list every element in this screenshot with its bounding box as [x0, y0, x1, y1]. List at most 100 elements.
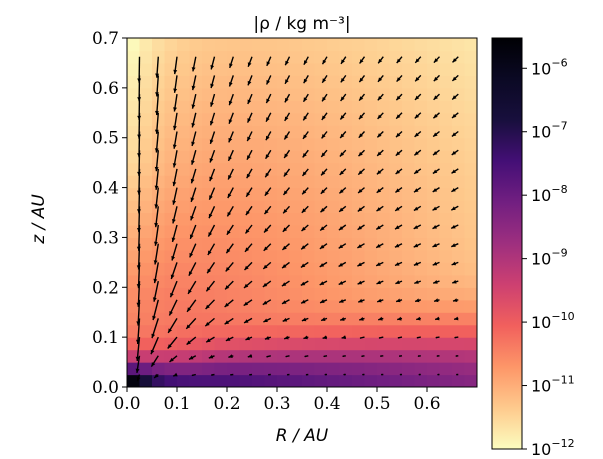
heatmap-cell — [314, 237, 328, 251]
heatmap-cell — [364, 75, 378, 89]
heatmap-cell — [289, 125, 303, 139]
heatmap-cell — [177, 62, 191, 76]
quiver-arrow — [245, 187, 253, 198]
heatmap-cell — [414, 100, 428, 114]
quiver-arrow — [377, 93, 384, 101]
quiver-arrow — [243, 299, 253, 307]
heatmap-cell — [139, 87, 153, 101]
heatmap-cell — [427, 137, 441, 151]
heatmap-cell — [302, 112, 316, 126]
heatmap-cell — [239, 299, 253, 313]
quiver-arrow — [394, 205, 403, 212]
y-tick-label: 0.6 — [92, 79, 119, 99]
heatmap-cell — [264, 287, 278, 301]
heatmap-cell — [214, 262, 228, 276]
heatmap-cell — [464, 75, 477, 89]
heatmap-cell — [139, 187, 153, 201]
heatmap-cell — [139, 100, 153, 114]
heatmap-cell — [189, 224, 203, 239]
heatmap-cell — [239, 38, 253, 52]
heatmap-cell — [264, 324, 278, 338]
heatmap-cell — [414, 249, 428, 263]
quiver-arrow — [357, 243, 365, 249]
colorbar-tick-label: 10−9 — [531, 247, 568, 269]
heatmap-cell — [427, 374, 441, 387]
heatmap-cell — [464, 337, 477, 351]
heatmap-cell — [139, 137, 153, 151]
quiver-arrow — [380, 355, 384, 357]
velocity-quiver — [135, 56, 459, 382]
quiver-arrow — [281, 299, 290, 305]
heatmap-cell — [277, 125, 291, 139]
x-tick: 0.2 — [213, 387, 241, 414]
heatmap-cell — [277, 324, 291, 338]
quiver-arrow — [434, 316, 440, 321]
heatmap-cell — [314, 274, 328, 288]
heatmap-cell — [139, 162, 153, 176]
heatmap-cell — [327, 262, 341, 276]
x-tick-label: 0.5 — [363, 394, 390, 414]
quiver-arrow — [190, 187, 197, 203]
heatmap-cell — [464, 212, 477, 226]
heatmap-cell — [352, 187, 366, 201]
quiver-arrow — [340, 93, 347, 102]
heatmap-cell — [214, 249, 228, 263]
heatmap-cell — [189, 262, 203, 276]
quiver-arrow — [378, 316, 384, 321]
heatmap-cell — [214, 274, 228, 288]
heatmap-cell — [214, 224, 228, 239]
quiver-arrow — [320, 317, 328, 322]
quiver-arrow — [340, 56, 347, 65]
quiver-arrow — [244, 261, 253, 271]
heatmap-cell — [364, 374, 378, 387]
heatmap-cell — [277, 212, 291, 226]
heatmap-cell — [327, 349, 341, 363]
heatmap-cell — [127, 262, 141, 276]
heatmap-cell — [277, 75, 291, 89]
heatmap-cell — [439, 299, 453, 313]
quiver-arrow — [244, 224, 253, 234]
heatmap-cell — [414, 62, 428, 76]
quiver-arrow — [358, 112, 366, 120]
quiver-arrow — [207, 224, 216, 237]
heatmap-cell — [339, 175, 353, 189]
quiver-arrow — [263, 205, 272, 215]
heatmap-cell — [427, 299, 441, 313]
heatmap-cell — [139, 299, 153, 313]
heatmap-cell — [177, 175, 191, 189]
heatmap-cell — [402, 200, 416, 214]
heatmap-cell — [377, 349, 391, 363]
heatmap-cell — [189, 100, 203, 114]
quiver-arrow — [375, 243, 384, 249]
heatmap-cell — [452, 312, 466, 326]
heatmap-cell — [164, 112, 178, 126]
colorbar-tick: 10−9 — [522, 247, 568, 269]
heatmap-cell — [277, 349, 291, 363]
quiver-arrow — [228, 112, 234, 125]
y-axis-label: z / AU — [29, 194, 49, 245]
heatmap-cell — [214, 62, 228, 76]
quiver-arrow — [245, 336, 253, 341]
quiver-arrow — [340, 74, 347, 83]
heatmap-cell — [339, 324, 353, 338]
colorbar-tick-label: 10−7 — [531, 120, 568, 142]
quiver-arrow — [225, 336, 234, 342]
quiver-arrow — [185, 317, 197, 330]
quiver-arrow — [451, 130, 459, 137]
quiver-arrow — [304, 355, 309, 358]
quiver-arrow — [433, 56, 441, 64]
heatmap-cell — [239, 50, 253, 64]
heatmap-cell — [239, 324, 253, 338]
heatmap-cell — [152, 212, 166, 226]
heatmap-cell — [452, 262, 466, 276]
quiver-arrow — [375, 224, 384, 230]
y-axis-ticks: 0.0 0.1 0.2 0.3 0.4 0.5 0.6 0.7 — [92, 29, 127, 398]
quiver-arrow — [395, 149, 403, 157]
heatmap-cell — [227, 249, 241, 263]
quiver-arrow — [173, 112, 178, 131]
quiver-arrow — [173, 56, 178, 75]
heatmap-cell — [214, 125, 228, 139]
heatmap-cell — [177, 249, 191, 263]
heatmap-cell — [152, 100, 166, 114]
heatmap-cell — [439, 224, 453, 239]
